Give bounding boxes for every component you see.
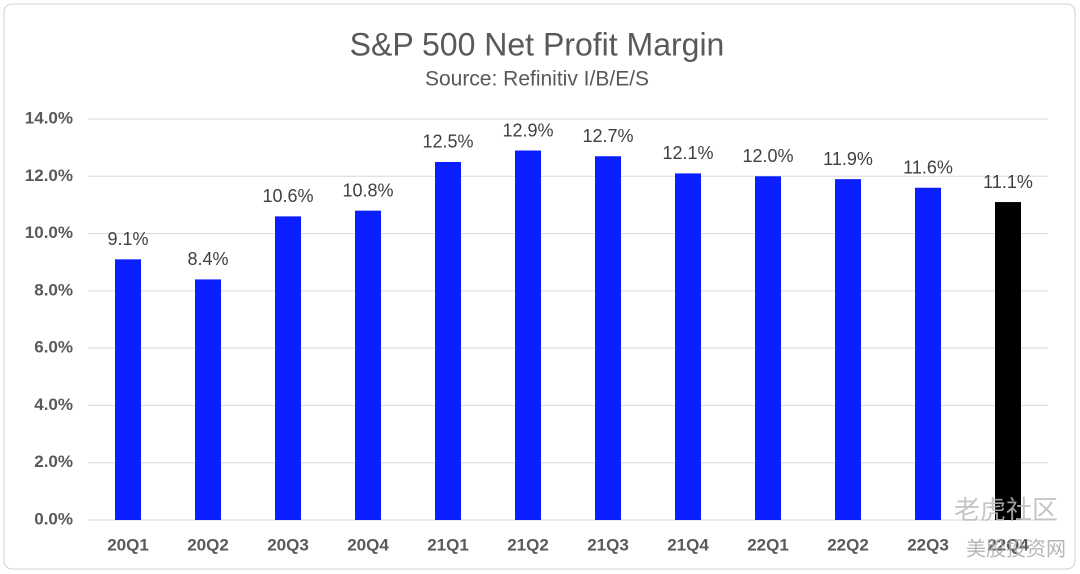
- x-tick-label: 20Q3: [267, 535, 309, 554]
- x-tick-label: 22Q1: [747, 535, 789, 554]
- value-label: 11.1%: [983, 172, 1033, 192]
- chart-title: S&P 500 Net Profit Margin: [350, 26, 725, 62]
- x-tick-label: 20Q4: [347, 535, 389, 554]
- bar: [675, 173, 701, 520]
- bar: [755, 176, 781, 521]
- value-label: 8.4%: [187, 249, 228, 269]
- bar: [995, 202, 1021, 521]
- x-tick-label: 21Q1: [427, 535, 469, 554]
- value-label: 11.6%: [903, 157, 953, 177]
- bar: [115, 259, 141, 520]
- bar: [275, 216, 301, 520]
- y-tick-label: 4.0%: [34, 395, 73, 414]
- y-tick-label: 8.0%: [34, 280, 73, 299]
- bar: [355, 210, 381, 520]
- x-tick-label: 21Q3: [587, 535, 629, 554]
- x-tick-label: 20Q1: [107, 535, 149, 554]
- x-tick-label: 22Q2: [827, 535, 869, 554]
- x-tick-label: 21Q2: [507, 535, 549, 554]
- value-label: 12.1%: [662, 143, 713, 163]
- value-label: 9.1%: [107, 229, 148, 249]
- bar: [195, 279, 221, 520]
- bar: [515, 150, 541, 520]
- bar: [835, 179, 861, 520]
- y-tick-label: 6.0%: [34, 338, 73, 357]
- value-label: 11.9%: [823, 149, 873, 169]
- y-tick-label: 14.0%: [25, 108, 73, 127]
- value-label: 12.0%: [742, 146, 793, 166]
- value-label: 12.9%: [502, 120, 553, 140]
- chart-subtitle: Source: Refinitiv I/B/E/S: [425, 68, 649, 91]
- watermark: 老虎社区: [954, 495, 1058, 525]
- y-tick-label: 0.0%: [34, 509, 73, 528]
- x-tick-label: 22Q4: [987, 535, 1029, 554]
- x-tick-label: 20Q2: [187, 535, 229, 554]
- x-tick-label: 22Q3: [907, 535, 949, 554]
- bar: [595, 156, 621, 520]
- x-tick-label: 21Q4: [667, 535, 709, 554]
- watermark: 美股投资网: [966, 537, 1066, 560]
- value-label: 12.5%: [422, 132, 473, 152]
- y-tick-label: 2.0%: [34, 452, 73, 471]
- value-label: 12.7%: [582, 126, 633, 146]
- y-tick-label: 10.0%: [25, 223, 73, 242]
- bar: [435, 161, 461, 520]
- value-label: 10.6%: [262, 186, 313, 206]
- value-label: 10.8%: [342, 180, 393, 200]
- bar: [915, 187, 941, 520]
- y-tick-label: 12.0%: [25, 166, 73, 185]
